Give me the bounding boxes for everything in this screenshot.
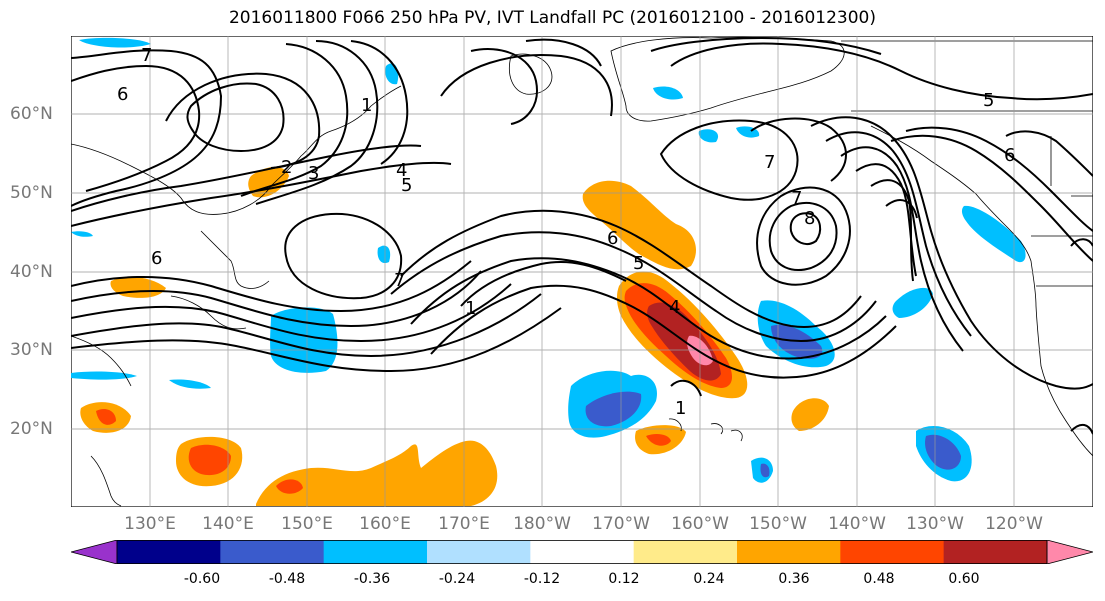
contour-label: 7 <box>394 270 405 291</box>
contour-label: 6 <box>607 228 618 249</box>
contour-label: 1 <box>361 95 372 116</box>
colorbar-extend-low <box>71 540 118 564</box>
lon-tick-label: 150°W <box>749 514 807 534</box>
colorbar-extend-high <box>1046 540 1093 564</box>
colorbar-tick-label: -0.60 <box>183 571 221 587</box>
colorbar-segment <box>117 540 221 564</box>
contour-label: 5 <box>401 175 412 196</box>
lon-tick-label: 170°W <box>592 514 650 534</box>
colorbar-tick-label: -0.36 <box>353 571 391 587</box>
contour-label: 6 <box>1004 145 1015 166</box>
contour-label: 6 <box>117 84 128 105</box>
colorbar-tick-label: -0.48 <box>268 571 306 587</box>
contour-label: 4 <box>396 160 407 181</box>
contour-label: 8 <box>804 208 815 229</box>
lat-tick-label: 30°N <box>10 340 53 360</box>
colorbar-tick-label: 0.36 <box>778 571 810 587</box>
colorbar-tick-label: -0.24 <box>438 571 476 587</box>
contour-label: 5 <box>633 253 644 274</box>
lon-tick-label: 130°W <box>906 514 964 534</box>
contour-label-group: 7 6 1 2 3 4 5 6 7 1 6 5 4 1 7 8 5 6 7 <box>117 45 1015 419</box>
lon-tick-label: 160°W <box>671 514 729 534</box>
colorbar-tick-label: 0.12 <box>608 571 640 587</box>
map-plot: 7 6 1 2 3 4 5 6 7 1 6 5 4 1 7 8 5 6 7 <box>71 36 1093 507</box>
lat-tick-label: 50°N <box>10 183 53 203</box>
colorbar-segment <box>427 540 531 564</box>
contour-label: 1 <box>465 298 476 319</box>
lon-tick-label: 180°W <box>513 514 571 534</box>
lon-tick-label: 170°E <box>438 514 490 534</box>
colorbar-tick-label: 0.24 <box>693 571 725 587</box>
lon-tick-label: 150°E <box>281 514 333 534</box>
contour-label: 6 <box>151 248 162 269</box>
lat-tick-label: 20°N <box>10 419 53 439</box>
colorbar-tick-label: -0.12 <box>523 571 561 587</box>
colorbar-frame <box>116 540 1048 564</box>
colorbar-segment <box>840 540 945 564</box>
map-title: 2016011800 F066 250 hPa PV, IVT Landfall… <box>228 8 876 28</box>
colorbar-tick-label: 0.48 <box>863 571 895 587</box>
colorbar-segments <box>71 540 1093 564</box>
lat-tick-label: 40°N <box>10 262 53 282</box>
contour-label: 7 <box>141 45 152 66</box>
colorbar-segment <box>943 540 1048 564</box>
lat-tick-label: 60°N <box>10 104 53 124</box>
lon-tick-label: 130°E <box>124 514 176 534</box>
pv-contours <box>71 36 1093 435</box>
contour-label: 1 <box>675 398 686 419</box>
lon-tick-label: 140°W <box>828 514 886 534</box>
colorbar-segment <box>323 540 428 564</box>
colorbar-segment <box>530 540 635 564</box>
lon-tick-label: 120°W <box>985 514 1043 534</box>
lon-tick-label: 160°E <box>359 514 411 534</box>
contour-label: 3 <box>308 163 319 184</box>
contour-label: 4 <box>669 297 680 318</box>
colorbar-segment <box>633 540 738 564</box>
colorbar-segment <box>737 540 841 564</box>
negative-anomaly-shading <box>71 37 1026 483</box>
colorbar-segment <box>220 540 325 564</box>
contour-label: 2 <box>281 157 292 178</box>
colorbar-tick-label: 0.60 <box>948 571 980 587</box>
contour-label: 5 <box>983 90 994 111</box>
colorbar <box>71 540 1093 564</box>
contour-label: 7 <box>764 152 775 173</box>
contour-label: 7 <box>791 188 802 209</box>
lon-tick-label: 140°E <box>202 514 254 534</box>
